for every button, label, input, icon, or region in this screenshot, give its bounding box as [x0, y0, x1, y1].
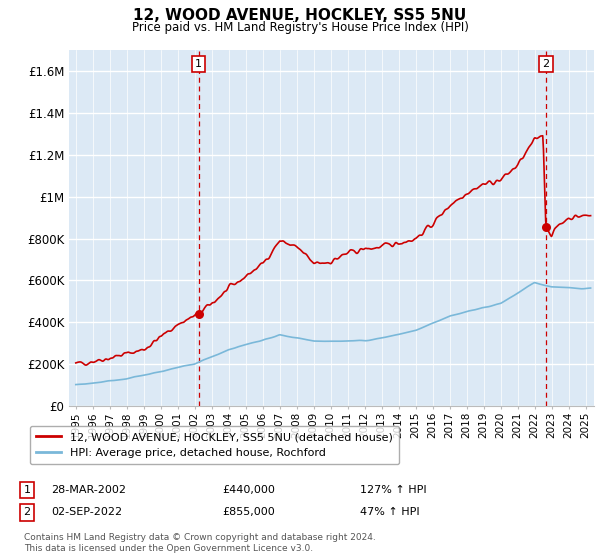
Text: 127% ↑ HPI: 127% ↑ HPI [360, 485, 427, 495]
Text: 02-SEP-2022: 02-SEP-2022 [51, 507, 122, 517]
Text: 2: 2 [23, 507, 31, 517]
Text: 1: 1 [196, 59, 202, 69]
Text: £855,000: £855,000 [222, 507, 275, 517]
Text: Price paid vs. HM Land Registry's House Price Index (HPI): Price paid vs. HM Land Registry's House … [131, 21, 469, 34]
Text: 47% ↑ HPI: 47% ↑ HPI [360, 507, 419, 517]
Text: 2: 2 [542, 59, 550, 69]
Text: Contains HM Land Registry data © Crown copyright and database right 2024.
This d: Contains HM Land Registry data © Crown c… [24, 533, 376, 553]
Text: 1: 1 [23, 485, 31, 495]
Legend: 12, WOOD AVENUE, HOCKLEY, SS5 5NU (detached house), HPI: Average price, detached: 12, WOOD AVENUE, HOCKLEY, SS5 5NU (detac… [29, 426, 399, 464]
Text: 28-MAR-2002: 28-MAR-2002 [51, 485, 126, 495]
Text: 12, WOOD AVENUE, HOCKLEY, SS5 5NU: 12, WOOD AVENUE, HOCKLEY, SS5 5NU [133, 8, 467, 24]
Text: £440,000: £440,000 [222, 485, 275, 495]
